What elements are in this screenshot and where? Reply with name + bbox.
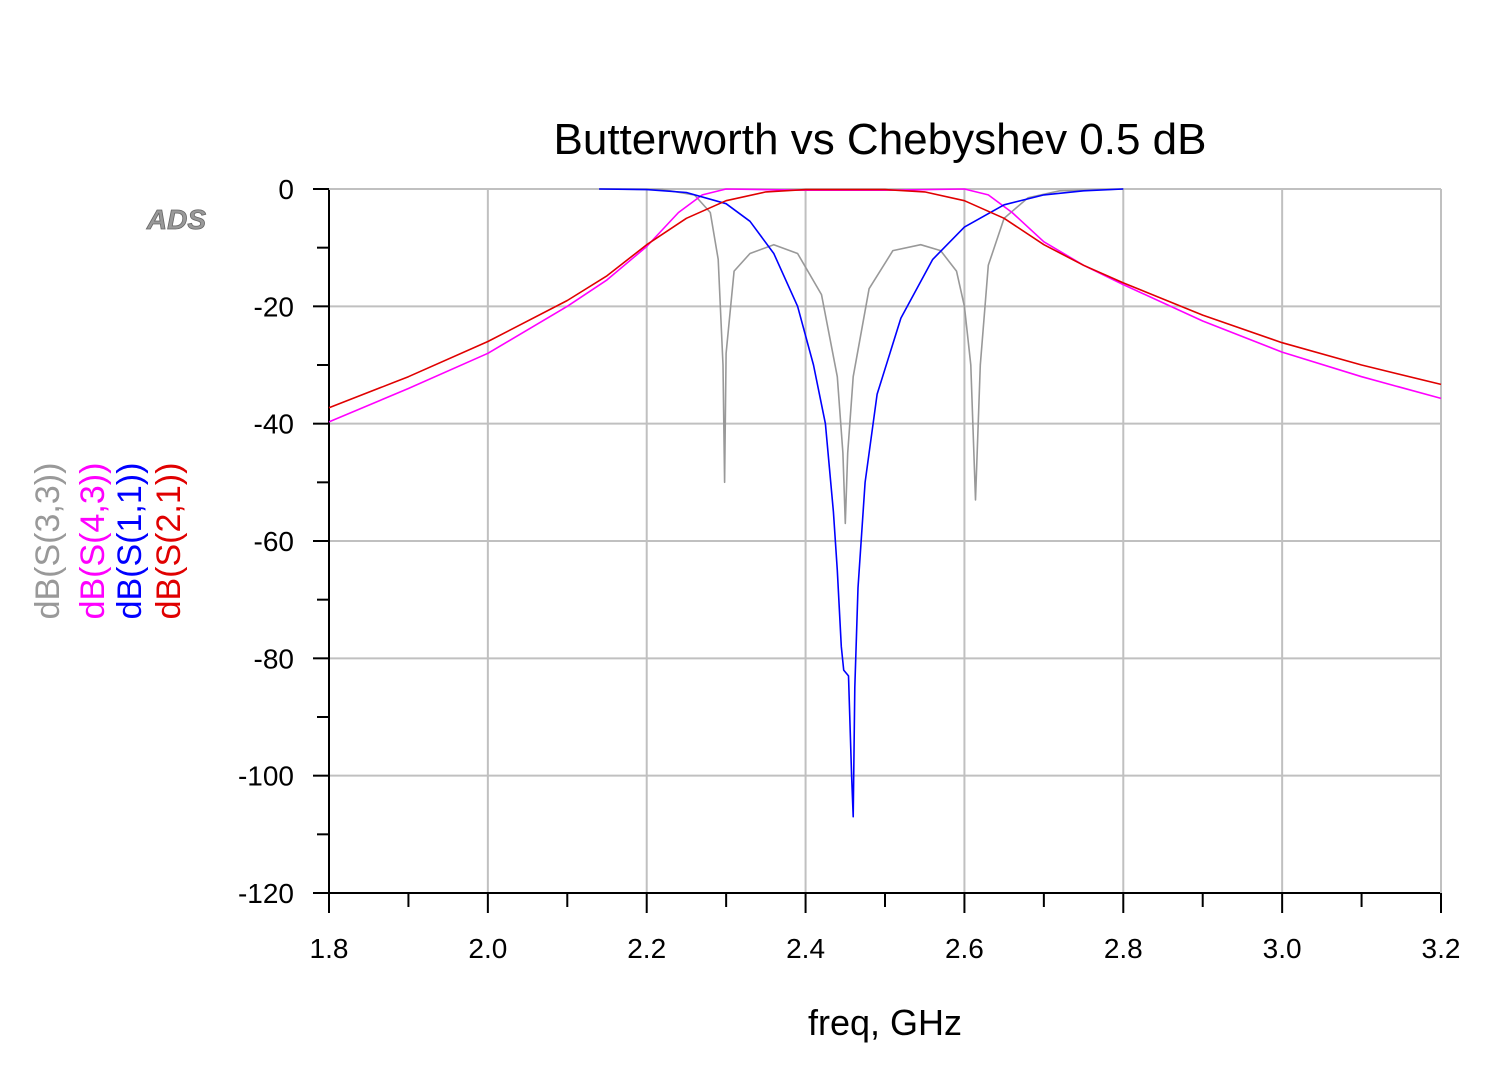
x-tick-label: 1.8 — [310, 933, 349, 964]
x-axis-ticks: 1.8 2.0 2.2 2.4 2.6 2.8 3.0 3.2 — [310, 893, 1461, 964]
x-tick-label: 2.6 — [945, 933, 984, 964]
y-tick-label: -40 — [254, 409, 294, 440]
x-tick-label: 3.2 — [1422, 933, 1461, 964]
x-tick-label: 3.0 — [1263, 933, 1302, 964]
y-tick-label: -60 — [254, 526, 294, 557]
x-tick-label: 2.4 — [786, 933, 825, 964]
x-tick-label: 2.2 — [627, 933, 666, 964]
series-lines — [328, 188, 1442, 818]
y-tick-label: -80 — [254, 643, 294, 674]
x-axis-label: freq, GHz — [808, 1002, 962, 1043]
y-tick-label: 0 — [278, 174, 294, 205]
x-tick-label: 2.8 — [1104, 933, 1143, 964]
ads-watermark: ADS — [146, 204, 206, 235]
y-series-label: dB(S(3,3)) — [29, 463, 67, 620]
y-series-label: dB(S(1,1)) — [111, 463, 149, 620]
y-tick-label: -120 — [238, 878, 294, 909]
y-axis-series-labels: dB(S(3,3)) dB(S(4,3)) dB(S(1,1)) dB(S(2,1)) — [29, 463, 188, 620]
series-line-db-s-1-1 — [599, 188, 1124, 818]
y-tick-label: -100 — [238, 761, 294, 792]
x-tick-label: 2.0 — [468, 933, 507, 964]
chart-title: Butterworth vs Chebyshev 0.5 dB — [554, 115, 1207, 164]
series-line-db-s-2-1 — [328, 188, 1442, 409]
y-series-label: dB(S(4,3)) — [74, 463, 112, 620]
y-series-label: dB(S(2,1)) — [150, 463, 188, 620]
grid — [329, 189, 1441, 893]
y-tick-label: -20 — [254, 291, 294, 322]
y-axis-ticks: 0 -20 -40 -60 -80 -100 -120 — [238, 174, 329, 909]
series-line-db-s-3-3 — [599, 188, 1124, 525]
